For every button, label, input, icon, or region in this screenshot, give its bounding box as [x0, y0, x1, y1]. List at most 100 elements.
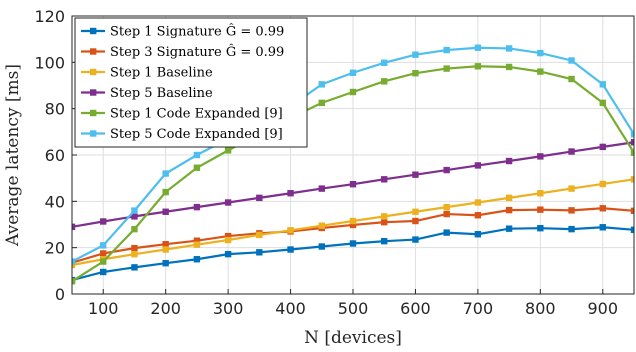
series-2	[72, 176, 634, 269]
data-point	[474, 63, 482, 70]
data-point	[443, 229, 450, 236]
data-point	[193, 164, 201, 171]
series-0	[72, 224, 634, 284]
x-tick-label: 700	[463, 299, 494, 318]
legend-item: Step 3 Signature Ĝ = 0.99	[81, 43, 284, 60]
data-point	[287, 227, 294, 234]
data-point	[630, 149, 634, 156]
data-point	[256, 249, 263, 256]
data-point	[318, 243, 325, 250]
data-point	[443, 46, 450, 54]
y-tick-label: 60	[45, 146, 65, 165]
legend-item: Step 5 Baseline	[81, 86, 213, 101]
data-point	[630, 130, 634, 138]
data-point	[474, 231, 482, 238]
data-point	[630, 226, 634, 234]
data-point	[599, 224, 606, 231]
data-point	[193, 151, 201, 159]
data-point	[193, 203, 201, 211]
data-point	[381, 218, 388, 226]
x-axis-label: N [devices]	[304, 328, 402, 348]
data-point	[349, 240, 357, 247]
data-point	[256, 194, 263, 202]
data-point	[381, 78, 388, 85]
data-point	[537, 190, 544, 197]
legend-label: Step 1 Baseline	[110, 66, 213, 81]
data-point	[162, 170, 169, 177]
data-point	[381, 237, 388, 245]
data-point	[412, 171, 419, 178]
data-point	[381, 176, 388, 183]
data-point	[412, 51, 419, 58]
data-point	[443, 210, 450, 218]
data-point	[72, 261, 76, 269]
data-point	[568, 75, 575, 83]
x-tick-label: 500	[338, 299, 369, 318]
data-point	[630, 176, 634, 183]
data-point	[599, 180, 606, 188]
data-point	[505, 157, 513, 165]
data-point	[505, 45, 513, 52]
y-tick-label: 20	[45, 239, 65, 258]
legend-label: Step 5 Baseline	[110, 86, 213, 101]
data-point	[599, 99, 606, 107]
y-tick-label: 100	[34, 53, 65, 72]
data-point	[193, 237, 201, 244]
x-tick-label: 800	[525, 299, 556, 318]
series-3	[72, 139, 634, 231]
legend: Step 1 Signature Ĝ = 0.99 Step 3 Signatur…	[74, 17, 308, 148]
data-point	[474, 44, 482, 51]
data-point	[537, 206, 544, 213]
data-point	[568, 148, 575, 155]
data-point	[162, 240, 169, 248]
data-point	[224, 236, 232, 244]
data-point	[474, 212, 482, 219]
data-point	[162, 259, 169, 267]
data-point	[162, 188, 169, 196]
data-point	[474, 199, 482, 206]
data-point	[443, 203, 450, 211]
data-point	[381, 213, 388, 220]
x-tick-label: 100	[88, 299, 119, 318]
legend-label: Step 1 Code Expanded [9]	[110, 107, 283, 122]
ticks: 100 200 300 400 500 600 700 800 900 0 20 40 60 80 100 1…	[34, 7, 618, 318]
data-point	[131, 264, 138, 271]
y-tick-label: 0	[55, 285, 65, 304]
data-point	[100, 242, 107, 249]
data-point	[568, 185, 575, 192]
y-tick-label: 80	[45, 100, 65, 119]
data-point	[72, 278, 76, 285]
data-point	[349, 221, 357, 229]
data-point	[349, 217, 357, 225]
data-point	[599, 205, 606, 212]
data-point	[349, 180, 357, 188]
legend-label: Step 1 Signature Ĝ = 0.99	[110, 23, 284, 40]
legend-item: Step 1 Code Expanded [9]	[81, 107, 283, 122]
data-point	[193, 256, 201, 263]
data-point	[131, 225, 138, 233]
data-point	[505, 225, 513, 232]
data-point	[537, 68, 544, 75]
data-point	[100, 258, 107, 265]
data-point	[318, 99, 325, 107]
x-tick-label: 200	[150, 299, 181, 318]
legend-marker-swatch	[90, 89, 97, 96]
legend-label: Step 3 Signature Ĝ = 0.99	[110, 43, 284, 60]
legend-marker-swatch	[90, 130, 97, 137]
data-point	[568, 57, 575, 64]
data-point	[72, 258, 76, 265]
data-point	[100, 250, 107, 257]
data-point	[224, 250, 232, 258]
data-point	[318, 185, 325, 192]
legend-label: Step 5 Code Expanded [9]	[110, 127, 283, 142]
series-5	[72, 44, 634, 265]
data-point	[505, 194, 513, 202]
series-layer	[72, 44, 634, 285]
x-tick-label: 300	[213, 299, 244, 318]
data-point	[72, 223, 76, 231]
data-point	[568, 207, 575, 214]
data-point	[443, 166, 450, 174]
data-point	[505, 206, 513, 214]
y-tick-label: 40	[45, 192, 65, 211]
